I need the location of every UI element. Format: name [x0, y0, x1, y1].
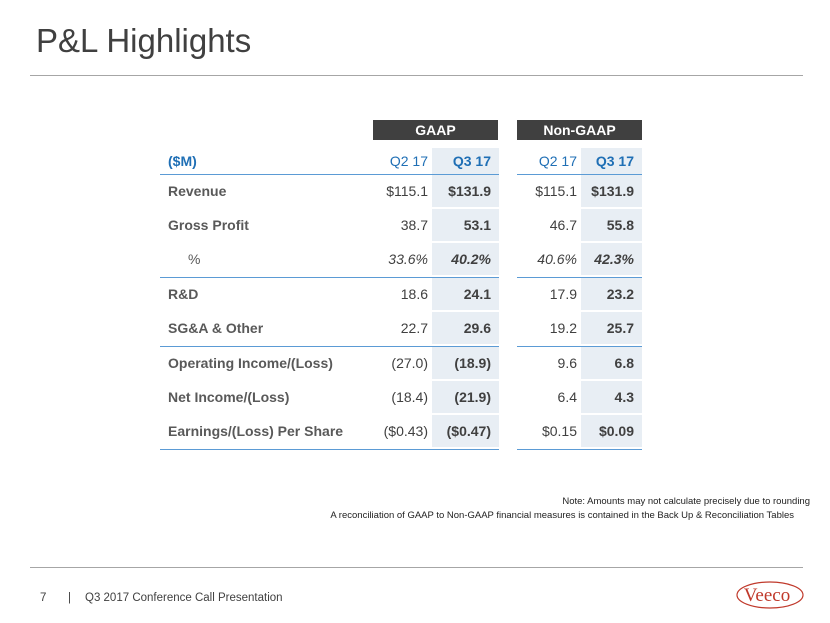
ng-q2-value: 17.9: [549, 286, 577, 302]
footer-divider: [30, 567, 803, 568]
table-row: 46.7 55.8: [517, 209, 642, 243]
gaap-q3-value: 29.6: [432, 312, 499, 344]
ng-q2-value: 46.7: [549, 217, 577, 233]
row-label: R&D: [168, 286, 199, 302]
gaap-q2-value: 38.7: [400, 217, 428, 233]
ng-q3-value: 55.8: [581, 209, 642, 241]
rounding-note: Note: Amounts may not calculate precisel…: [562, 496, 810, 507]
ng-q2-value: $115.1: [535, 183, 577, 199]
units-label: ($M): [168, 153, 197, 169]
ng-q3-header: Q3 17: [581, 148, 642, 174]
ng-q3-value: 23.2: [581, 278, 642, 310]
non-gaap-header: Non-GAAP: [517, 120, 642, 140]
ng-q2-value: $0.15: [541, 423, 577, 439]
row-label: Earnings/(Loss) Per Share: [168, 423, 344, 439]
gaap-q3-value: ($0.47): [432, 415, 499, 447]
table-row: 6.4 4.3: [517, 381, 642, 415]
table-row: Earnings/(Loss) Per Share ($0.43) ($0.47…: [160, 415, 499, 450]
row-label: Revenue: [168, 183, 227, 199]
ng-q3-value: 6.8: [581, 347, 642, 379]
row-label: Gross Profit: [168, 217, 249, 233]
logo-text: Veeco: [744, 585, 790, 606]
gaap-q3-value: 40.2%: [432, 243, 499, 275]
gaap-q2-value: (27.0): [391, 355, 428, 371]
ng-q3-value: $131.9: [581, 175, 642, 207]
ng-q3-value: 42.3%: [581, 243, 642, 275]
gaap-q3-header: Q3 17: [432, 148, 499, 174]
ng-q2-header: Q2 17: [538, 153, 577, 169]
gaap-q2-value: 18.6: [400, 286, 428, 302]
table-row: SG&A & Other 22.7 29.6: [160, 312, 499, 346]
ng-q2-value: 9.6: [557, 355, 577, 371]
gaap-q2-value: ($0.43): [383, 423, 428, 439]
table-row: 19.2 25.7: [517, 312, 642, 346]
ng-q2-value: 19.2: [549, 320, 577, 336]
ng-q2-value: 6.4: [557, 389, 577, 405]
gaap-header: GAAP: [373, 120, 498, 140]
gaap-q3-value: (18.9): [432, 347, 499, 379]
gaap-table: ($M) Q2 17 Q3 17 Revenue $115.1 $131.9 G…: [160, 148, 499, 450]
gaap-q3-value: $131.9: [432, 175, 499, 207]
row-label: Net Income/(Loss): [168, 389, 290, 405]
table-header-row: ($M) Q2 17 Q3 17: [160, 148, 499, 175]
gaap-q2-value: (18.4): [391, 389, 428, 405]
ng-q2-value: 40.6%: [537, 251, 577, 267]
veeco-logo: Veeco: [736, 581, 804, 609]
gaap-q3-value: 53.1: [432, 209, 499, 241]
gaap-q2-value: 22.7: [400, 320, 428, 336]
table-row: $115.1 $131.9: [517, 175, 642, 209]
table-row: 9.6 6.8: [517, 346, 642, 381]
gaap-q2-header: Q2 17: [389, 153, 428, 169]
row-label: Operating Income/(Loss): [168, 355, 333, 371]
gaap-q3-value: 24.1: [432, 278, 499, 310]
table-row: Gross Profit 38.7 53.1: [160, 209, 499, 243]
table-row: % 33.6% 40.2%: [160, 243, 499, 277]
reconciliation-note: A reconciliation of GAAP to Non-GAAP fin…: [330, 510, 794, 521]
row-label: %: [188, 251, 201, 267]
footer-separator: |: [68, 592, 71, 604]
gaap-q3-value: (21.9): [432, 381, 499, 413]
page-number: 7: [40, 592, 47, 604]
table-row: Revenue $115.1 $131.9: [160, 175, 499, 209]
table-row: Net Income/(Loss) (18.4) (21.9): [160, 381, 499, 415]
table-row: 17.9 23.2: [517, 277, 642, 312]
ng-q3-value: 4.3: [581, 381, 642, 413]
title-divider: [30, 75, 803, 76]
table-header-row: Q2 17 Q3 17: [517, 148, 642, 175]
table-row: R&D 18.6 24.1: [160, 277, 499, 312]
gaap-q2-value: 33.6%: [388, 251, 428, 267]
ng-q3-value: $0.09: [581, 415, 642, 447]
table-row: 40.6% 42.3%: [517, 243, 642, 277]
row-label: SG&A & Other: [168, 320, 264, 336]
non-gaap-table: Q2 17 Q3 17 $115.1 $131.9 46.7 55.8 40.6…: [517, 148, 642, 450]
table-row: Operating Income/(Loss) (27.0) (18.9): [160, 346, 499, 381]
ng-q3-value: 25.7: [581, 312, 642, 344]
page-title: P&L Highlights: [36, 22, 252, 59]
table-row: $0.15 $0.09: [517, 415, 642, 450]
gaap-q2-value: $115.1: [386, 183, 428, 199]
footer-text: Q3 2017 Conference Call Presentation: [85, 592, 283, 604]
